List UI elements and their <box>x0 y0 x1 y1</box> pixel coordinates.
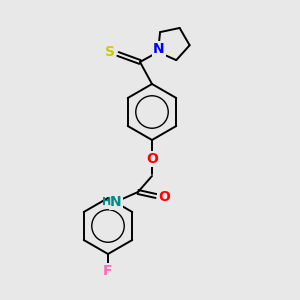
Text: H: H <box>102 197 112 207</box>
Text: S: S <box>105 45 115 59</box>
Text: F: F <box>103 264 113 278</box>
Text: O: O <box>146 152 158 166</box>
Text: O: O <box>158 190 170 204</box>
Text: N: N <box>110 195 122 209</box>
Text: N: N <box>153 42 165 56</box>
